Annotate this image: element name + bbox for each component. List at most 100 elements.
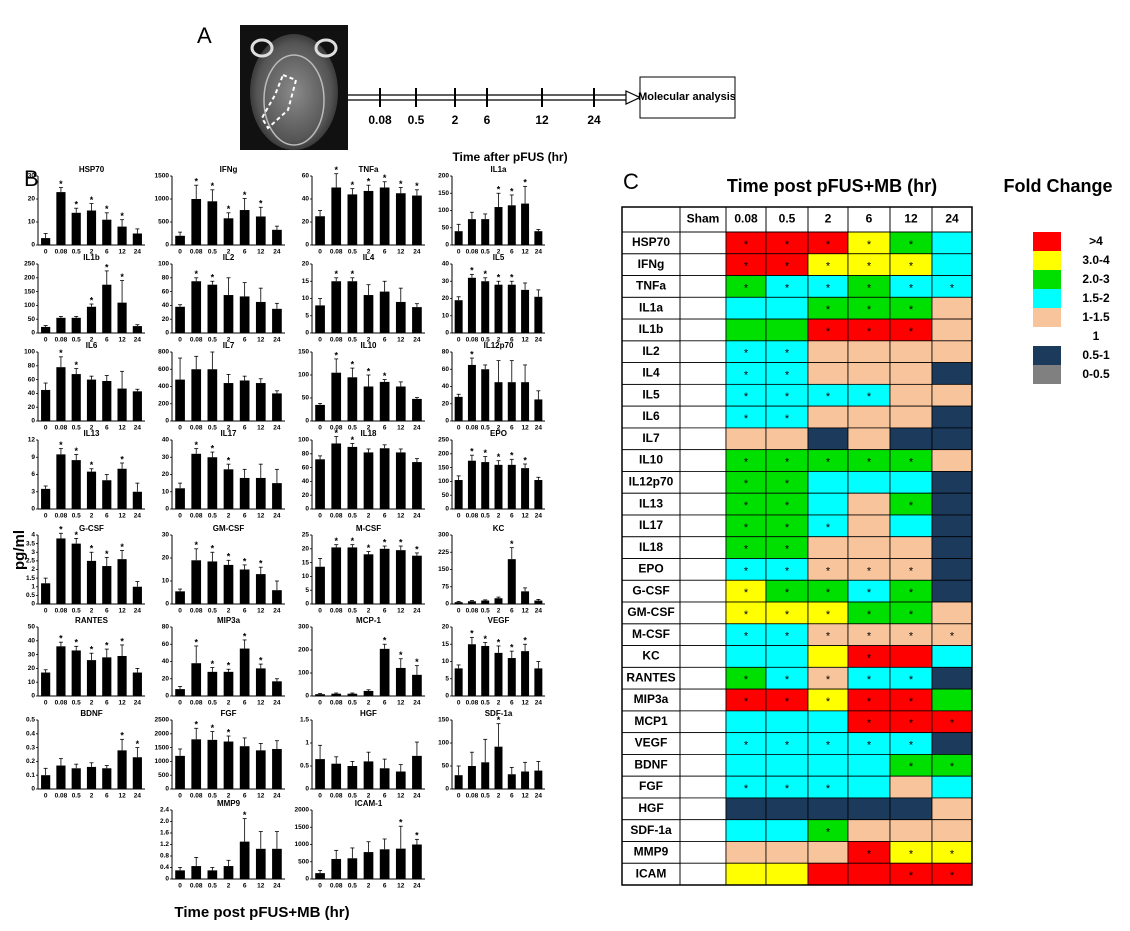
bar (412, 398, 422, 421)
y-tick-label: 1 (305, 740, 309, 747)
significance-star: * (470, 629, 474, 639)
y-tick-label: 20 (28, 196, 36, 203)
y-tick-label: 1000 (295, 841, 310, 848)
heat-cell (931, 231, 973, 255)
bar (191, 199, 202, 245)
bar (534, 296, 543, 333)
y-tick-label: 0.8 (160, 853, 169, 860)
chart-title: IL4 (363, 253, 375, 262)
significance-star: * (909, 326, 914, 338)
heat-cell (889, 427, 933, 451)
heat-cell (847, 427, 891, 451)
error-bar (58, 448, 63, 455)
x-tick-label: 0.08 (330, 513, 343, 520)
x-tick-label: 0.5 (348, 608, 357, 615)
x-tick-label: 0.5 (348, 793, 357, 800)
row-name: ICAM (636, 866, 667, 880)
bar (467, 460, 476, 509)
y-tick-label: 30 (28, 651, 36, 658)
x-tick-label: 24 (273, 883, 281, 890)
bar (534, 600, 543, 604)
bar (363, 190, 374, 245)
mri-image (240, 25, 348, 150)
error-bar (334, 173, 339, 188)
error-bar (398, 545, 403, 551)
bar (412, 462, 422, 509)
y-tick-label: 2.4 (160, 807, 169, 814)
x-tick-label: 6 (510, 425, 514, 432)
bar (272, 483, 282, 509)
error-bar (120, 644, 125, 656)
significance-star: * (227, 727, 231, 737)
significance-star: * (909, 261, 914, 273)
y-tick-label: 100 (438, 207, 449, 214)
x-tick-label: 6 (105, 337, 109, 344)
bar (175, 379, 185, 421)
bar (175, 235, 185, 245)
heat-cell (679, 775, 727, 799)
significance-star: * (785, 391, 790, 403)
significance-star: * (909, 456, 914, 468)
significance-star: * (59, 634, 63, 644)
bar (56, 317, 66, 333)
bar (347, 281, 358, 333)
error-bar (43, 577, 48, 584)
significance-star: * (497, 185, 501, 195)
bar (481, 281, 490, 333)
bar (132, 391, 142, 421)
heat-cell (931, 775, 973, 799)
x-tick-label: 24 (134, 337, 142, 344)
x-tick-label: 24 (273, 337, 281, 344)
x-tick-label: 12 (257, 883, 265, 890)
error-bar (318, 298, 323, 306)
significance-star: * (497, 273, 501, 283)
error-bar (226, 463, 231, 470)
heat-cell (889, 819, 933, 842)
row-name: HGF (638, 801, 663, 815)
significance-star: * (826, 261, 831, 273)
x-tick-label: 6 (383, 793, 387, 800)
row-name: IL1a (639, 300, 663, 314)
heat-cell (679, 275, 727, 298)
bar (255, 668, 266, 696)
x-tick-label: 0.5 (72, 425, 81, 432)
x-tick-label: 2 (367, 513, 371, 520)
bar (454, 231, 463, 245)
heat-cell (847, 819, 891, 842)
heat-cell (889, 536, 933, 559)
bar (412, 674, 422, 696)
chart-title: IL6 (86, 341, 98, 350)
error-bar (350, 188, 355, 195)
significance-star: * (826, 565, 831, 577)
bar (379, 548, 390, 604)
error-bar (536, 661, 541, 669)
x-tick-label: 0 (457, 513, 461, 520)
error-bar (523, 282, 528, 290)
x-tick-label: 12 (521, 337, 529, 344)
error-bar (210, 280, 215, 285)
error-bar (523, 364, 528, 383)
y-tick-label: 0 (305, 242, 309, 249)
error-bar (274, 831, 279, 849)
bar (175, 306, 185, 333)
x-tick-label: 0.08 (55, 700, 68, 707)
error-bar (350, 544, 355, 548)
bar (331, 763, 342, 789)
significance-star: * (867, 696, 872, 708)
bar (494, 598, 503, 604)
legend-title: Fold Change (1004, 176, 1113, 196)
bar (467, 364, 476, 421)
bar (102, 219, 112, 245)
error-bar (274, 740, 279, 749)
significance-star: * (59, 525, 63, 535)
bar (467, 277, 476, 333)
x-tick-label: 12 (521, 700, 529, 707)
x-tick-label: 24 (413, 700, 421, 707)
chart-title: IL2 (223, 253, 235, 262)
bar (86, 560, 97, 604)
y-tick-label: 1 (31, 583, 35, 590)
error-bar (414, 303, 419, 308)
error-bar (178, 231, 183, 236)
error-bar (350, 761, 355, 766)
x-tick-label: 2 (497, 337, 501, 344)
